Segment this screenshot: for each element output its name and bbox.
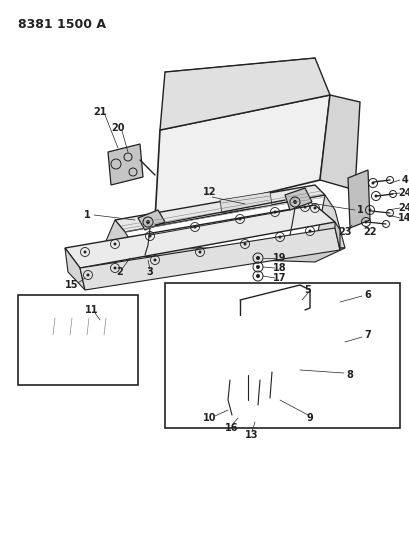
Circle shape	[233, 389, 236, 392]
Text: 24: 24	[397, 203, 409, 213]
Polygon shape	[108, 144, 143, 185]
Text: 2: 2	[116, 267, 123, 277]
Polygon shape	[65, 205, 334, 268]
Text: 14: 14	[397, 213, 409, 223]
Circle shape	[246, 399, 249, 401]
Circle shape	[368, 208, 371, 212]
Circle shape	[278, 386, 281, 390]
Circle shape	[83, 251, 86, 254]
Circle shape	[373, 195, 377, 198]
Polygon shape	[175, 310, 319, 365]
Polygon shape	[347, 170, 369, 228]
Circle shape	[86, 273, 89, 277]
Text: 15: 15	[65, 280, 79, 290]
Text: 16: 16	[225, 423, 238, 433]
Circle shape	[268, 397, 271, 400]
Circle shape	[193, 225, 196, 229]
Text: 6: 6	[364, 290, 371, 300]
Polygon shape	[284, 298, 332, 342]
Circle shape	[113, 266, 116, 270]
Bar	[164, 283, 399, 428]
Circle shape	[146, 220, 150, 224]
Circle shape	[303, 206, 306, 208]
Text: 8: 8	[346, 370, 353, 380]
Polygon shape	[138, 210, 164, 230]
Polygon shape	[227, 350, 252, 380]
Circle shape	[198, 251, 201, 254]
Text: 22: 22	[362, 227, 376, 237]
Polygon shape	[334, 222, 339, 250]
Circle shape	[255, 274, 259, 278]
Polygon shape	[319, 95, 359, 190]
Circle shape	[278, 236, 281, 238]
Text: 3: 3	[146, 267, 153, 277]
Circle shape	[308, 230, 311, 232]
Circle shape	[371, 182, 373, 184]
Polygon shape	[65, 248, 85, 290]
Polygon shape	[175, 300, 218, 360]
Circle shape	[113, 243, 116, 246]
Circle shape	[364, 221, 366, 223]
Circle shape	[256, 403, 259, 407]
Polygon shape	[284, 290, 334, 310]
Text: 1: 1	[356, 205, 362, 215]
Circle shape	[238, 217, 241, 221]
Text: 21: 21	[93, 107, 106, 117]
Polygon shape	[160, 58, 329, 130]
Circle shape	[243, 243, 246, 246]
Polygon shape	[314, 195, 344, 248]
Text: 17: 17	[272, 273, 286, 283]
Text: 18: 18	[272, 263, 286, 273]
Text: 11: 11	[85, 305, 99, 315]
Polygon shape	[50, 348, 70, 362]
Polygon shape	[35, 333, 115, 358]
Polygon shape	[220, 192, 271, 213]
Polygon shape	[175, 355, 229, 390]
Polygon shape	[80, 228, 339, 290]
Text: 8381 1500 A: 8381 1500 A	[18, 18, 106, 31]
Text: 4: 4	[401, 175, 407, 185]
Text: 24: 24	[397, 188, 409, 198]
Text: 23: 23	[337, 227, 351, 237]
Circle shape	[255, 265, 259, 269]
Circle shape	[324, 316, 328, 320]
Polygon shape	[225, 318, 339, 395]
Polygon shape	[40, 316, 118, 340]
Text: 9: 9	[306, 413, 312, 423]
Text: 13: 13	[245, 430, 258, 440]
Polygon shape	[155, 95, 329, 220]
Polygon shape	[100, 248, 344, 262]
Text: 5: 5	[304, 285, 310, 295]
Bar	[18, 295, 138, 385]
Circle shape	[313, 206, 316, 209]
Circle shape	[153, 259, 156, 262]
Circle shape	[292, 200, 296, 204]
Text: 20: 20	[111, 123, 124, 133]
Circle shape	[255, 256, 259, 260]
Circle shape	[322, 303, 326, 307]
Circle shape	[148, 235, 151, 238]
Text: 12: 12	[203, 187, 216, 197]
Text: 10: 10	[203, 413, 216, 423]
Polygon shape	[284, 188, 311, 210]
Polygon shape	[267, 342, 291, 372]
Text: 7: 7	[364, 330, 371, 340]
Polygon shape	[100, 220, 135, 255]
Polygon shape	[115, 185, 324, 232]
Text: 1: 1	[83, 210, 90, 220]
Text: 19: 19	[272, 253, 286, 263]
Circle shape	[273, 211, 276, 214]
